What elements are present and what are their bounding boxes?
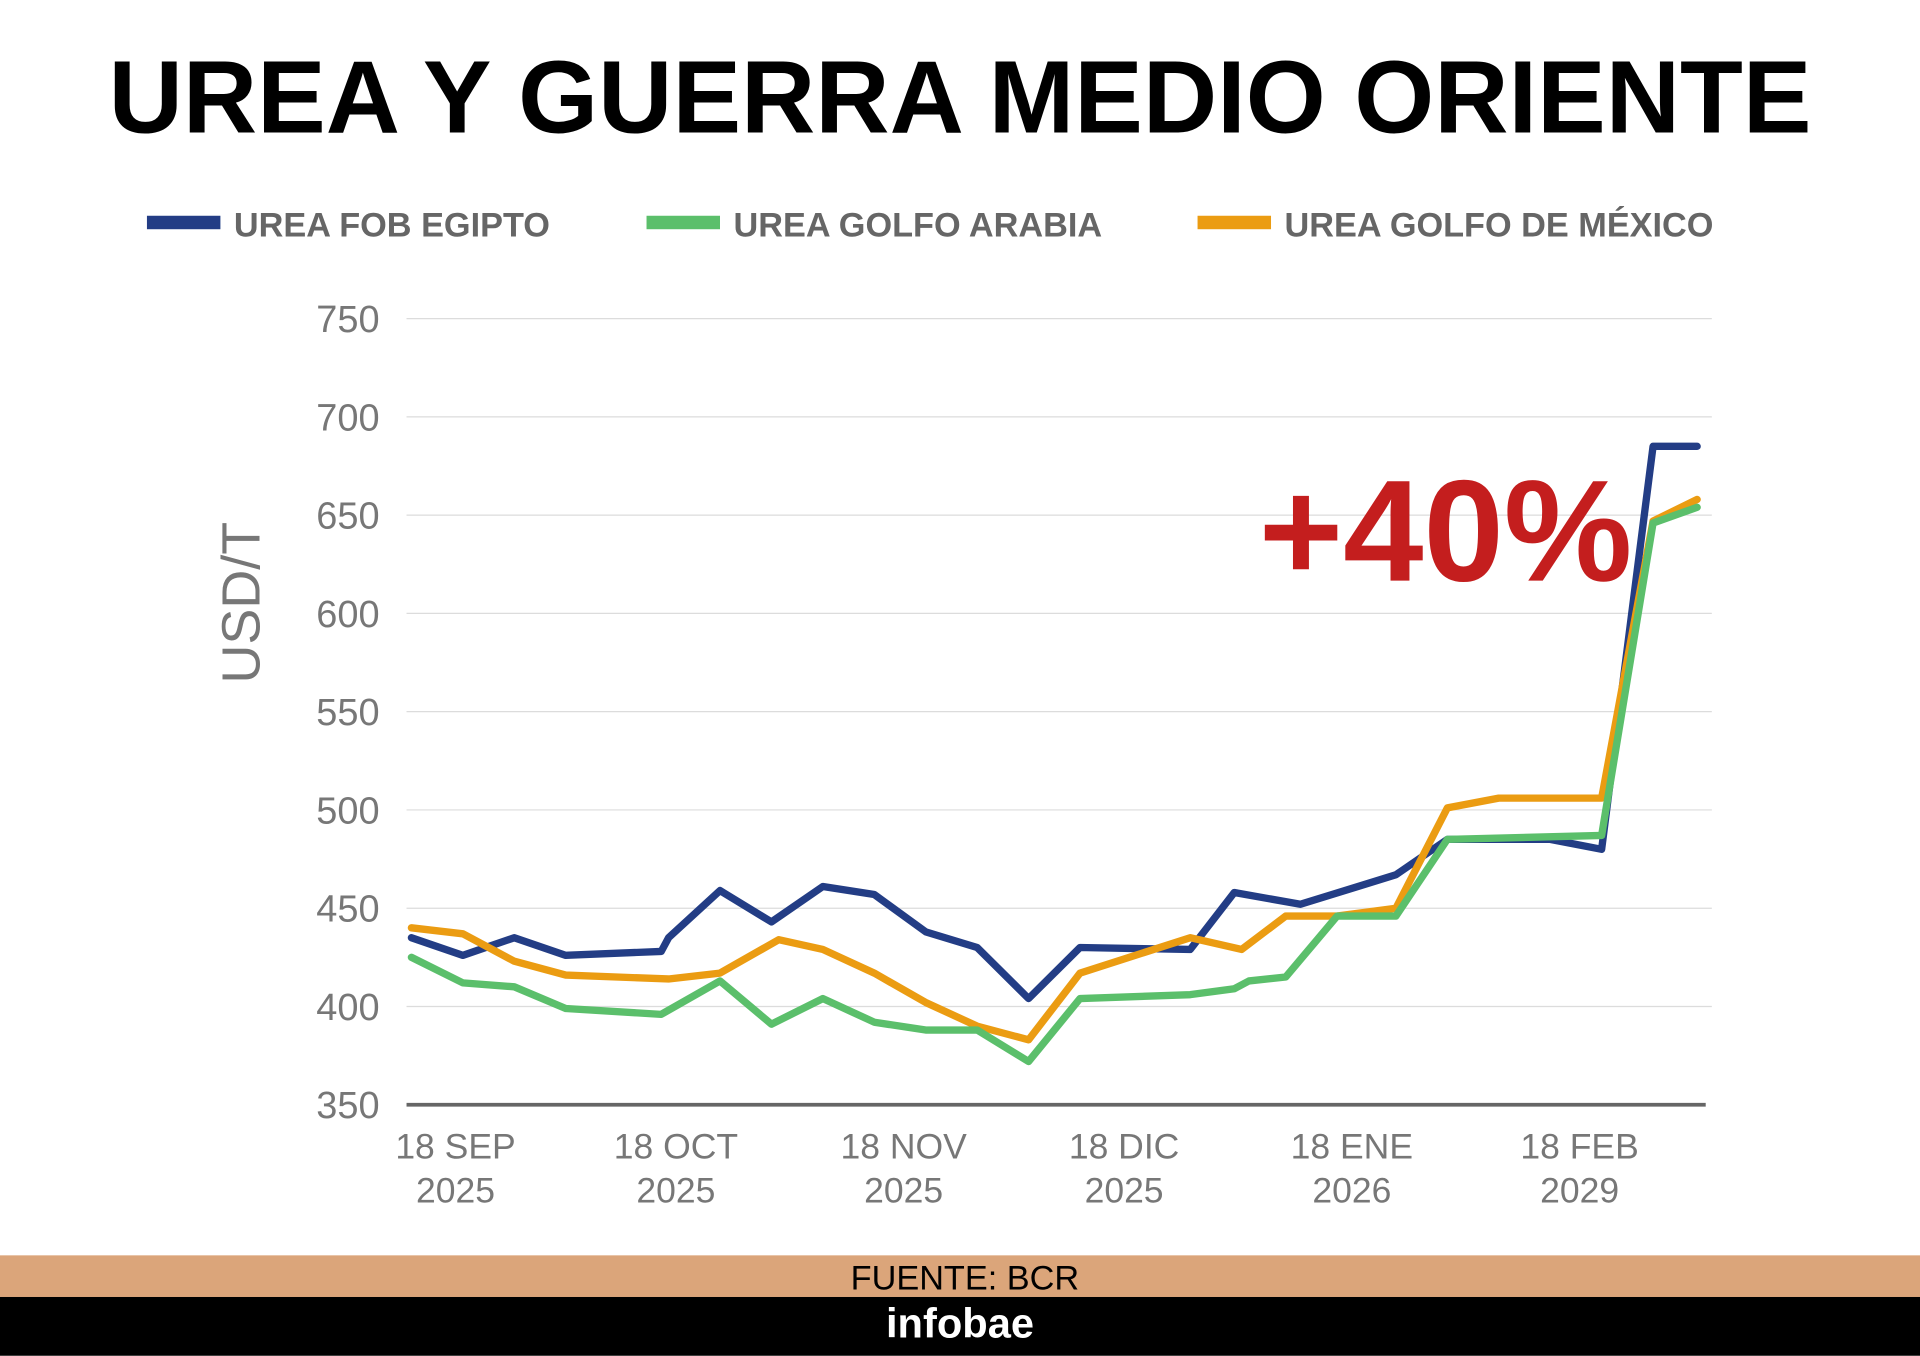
- x-tick-label: 18 SEP: [395, 1127, 515, 1167]
- y-tick-label: 600: [316, 594, 379, 636]
- y-tick-label: 500: [316, 790, 379, 832]
- gridlines: [406, 318, 1712, 1008]
- series-line-urea-golfo-de-m-xico: [407, 495, 1701, 1044]
- legend-swatch-egipto: [146, 215, 221, 230]
- y-tick-label: 350: [316, 1085, 379, 1127]
- x-tick-label: 18 OCT: [614, 1127, 738, 1167]
- legend-label-mexico: UREA GOLFO DE MÉXICO: [1284, 205, 1713, 245]
- x-tick-label: 18 ENE: [1291, 1127, 1413, 1167]
- series-lines: [407, 442, 1701, 1066]
- y-tick-labels: 750 700 650 600 550 500 450 400 350: [316, 299, 379, 1127]
- y-tick-label: 750: [316, 299, 379, 341]
- x-tick-label-year: 2025: [1085, 1171, 1164, 1211]
- x-tick-label-year: 2025: [636, 1171, 715, 1211]
- source-band: [0, 1255, 1920, 1297]
- y-tick-label: 700: [316, 397, 379, 439]
- y-tick-label: 650: [316, 496, 379, 538]
- x-tick-label-year: 2029: [1540, 1171, 1619, 1211]
- x-tick-label: 18 FEB: [1520, 1127, 1638, 1167]
- infobae-logo: infobae: [886, 1299, 1034, 1346]
- legend-swatch-arabia: [646, 215, 720, 230]
- source-text: FUENTE: BCR: [851, 1260, 1079, 1298]
- y-tick-label: 450: [316, 889, 379, 931]
- chart-title: UREA Y GUERRA MEDIO ORIENTE: [109, 39, 1812, 154]
- series-line-urea-golfo-arabia: [407, 503, 1701, 1066]
- y-tick-label: 400: [316, 987, 379, 1029]
- y-axis-label: USD/T: [212, 522, 272, 684]
- legend-swatch-mexico: [1197, 215, 1272, 230]
- brand-band: [0, 1296, 1920, 1356]
- legend-label-arabia: UREA GOLFO ARABIA: [733, 207, 1102, 245]
- x-tick-label-year: 2026: [1312, 1171, 1391, 1211]
- x-tick-label-year: 2025: [416, 1171, 495, 1211]
- x-tick-label: 18 NOV: [841, 1127, 968, 1167]
- x-tick-label: 18 DIC: [1069, 1127, 1180, 1167]
- legend-label-egipto: UREA FOB EGIPTO: [234, 207, 550, 245]
- y-tick-label: 550: [316, 692, 379, 734]
- annotation-percent: +40%: [1259, 450, 1633, 612]
- legend: UREA FOB EGIPTO UREA GOLFO ARABIA UREA G…: [146, 205, 1713, 245]
- x-tick-label-year: 2025: [864, 1171, 943, 1211]
